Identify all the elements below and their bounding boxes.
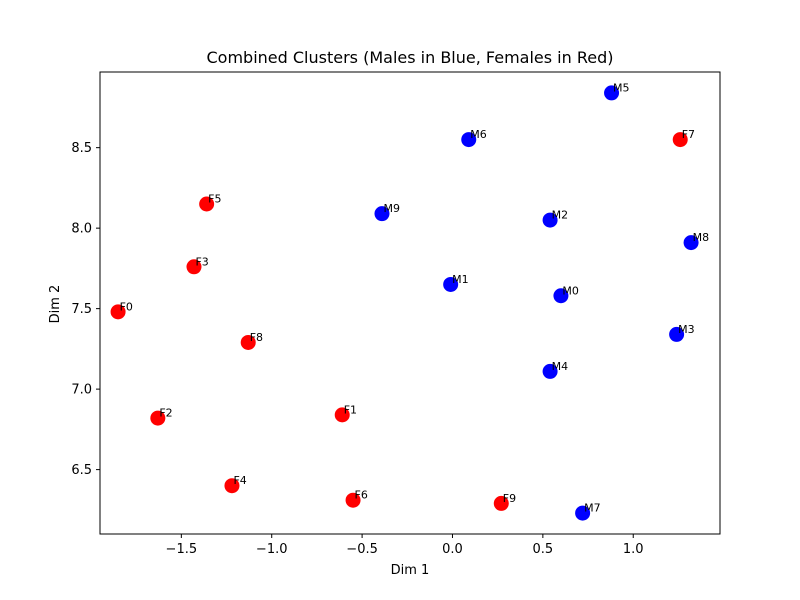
data-point-f5	[199, 196, 215, 212]
data-point-f9	[493, 495, 509, 511]
data-point-f0	[110, 304, 126, 320]
data-point-f8	[240, 334, 256, 350]
x-tick-label: 0.0	[442, 542, 463, 557]
point-label-m7: M7	[584, 502, 601, 515]
point-label-f3: F3	[195, 255, 208, 268]
point-label-f1: F1	[344, 403, 357, 416]
data-point-m2	[542, 212, 558, 228]
y-tick-label: 6.5	[71, 463, 92, 478]
point-label-m9: M9	[383, 202, 400, 215]
plot-area: M0 M1 M2 M3 M4 M5 M6 M7 M8 M9 F0 F1 F2 F3 F4 F5 F6 F7 F8 F9…	[71, 71, 721, 557]
data-point-f3	[186, 259, 202, 275]
x-tick-label: 1.0	[623, 542, 644, 557]
point-label-f0: F0	[120, 300, 133, 313]
point-label-m4: M4	[552, 360, 569, 373]
data-point-m3	[669, 326, 685, 342]
point-label-m3: M3	[678, 323, 695, 336]
y-tick-label: 8.0	[71, 222, 92, 237]
point-label-m8: M8	[693, 231, 710, 244]
point-label-f9: F9	[503, 492, 516, 505]
point-label-f4: F4	[233, 474, 246, 487]
point-label-f5: F5	[208, 193, 221, 206]
y-tick-label: 7.0	[71, 383, 92, 398]
point-label-m2: M2	[552, 209, 569, 222]
data-point-m8	[683, 235, 699, 251]
y-tick-label: 8.5	[71, 141, 92, 156]
data-point-m6	[461, 132, 477, 148]
x-tick-label: −1.5	[166, 542, 198, 557]
point-label-f2: F2	[159, 407, 172, 420]
x-tick-label: 0.5	[533, 542, 554, 557]
point-label-f8: F8	[250, 331, 263, 344]
data-point-f1	[334, 407, 350, 423]
x-axis-label: Dim 1	[391, 563, 430, 578]
data-point-m9	[374, 206, 390, 222]
point-label-m5: M5	[613, 81, 630, 94]
data-point-f2	[150, 410, 166, 426]
data-point-f6	[345, 492, 361, 508]
point-label-f6: F6	[355, 489, 368, 502]
y-tick-label: 7.5	[71, 302, 92, 317]
data-point-m0	[553, 288, 569, 304]
plot-frame	[99, 71, 721, 535]
data-point-f7	[672, 132, 688, 148]
data-point-f4	[224, 478, 240, 494]
chart-title: Combined Clusters (Males in Blue, Female…	[207, 48, 614, 67]
point-label-m6: M6	[470, 128, 487, 141]
point-label-m1: M1	[452, 273, 469, 286]
x-tick-label: −0.5	[346, 542, 378, 557]
point-label-f7: F7	[682, 128, 695, 141]
point-label-m0: M0	[562, 284, 579, 297]
y-axis-label: Dim 2	[48, 285, 63, 324]
data-point-m7	[575, 505, 591, 521]
x-tick-label: −1.0	[256, 542, 288, 557]
data-point-m4	[542, 363, 558, 379]
data-point-m1	[443, 276, 459, 292]
data-point-m5	[604, 85, 620, 101]
